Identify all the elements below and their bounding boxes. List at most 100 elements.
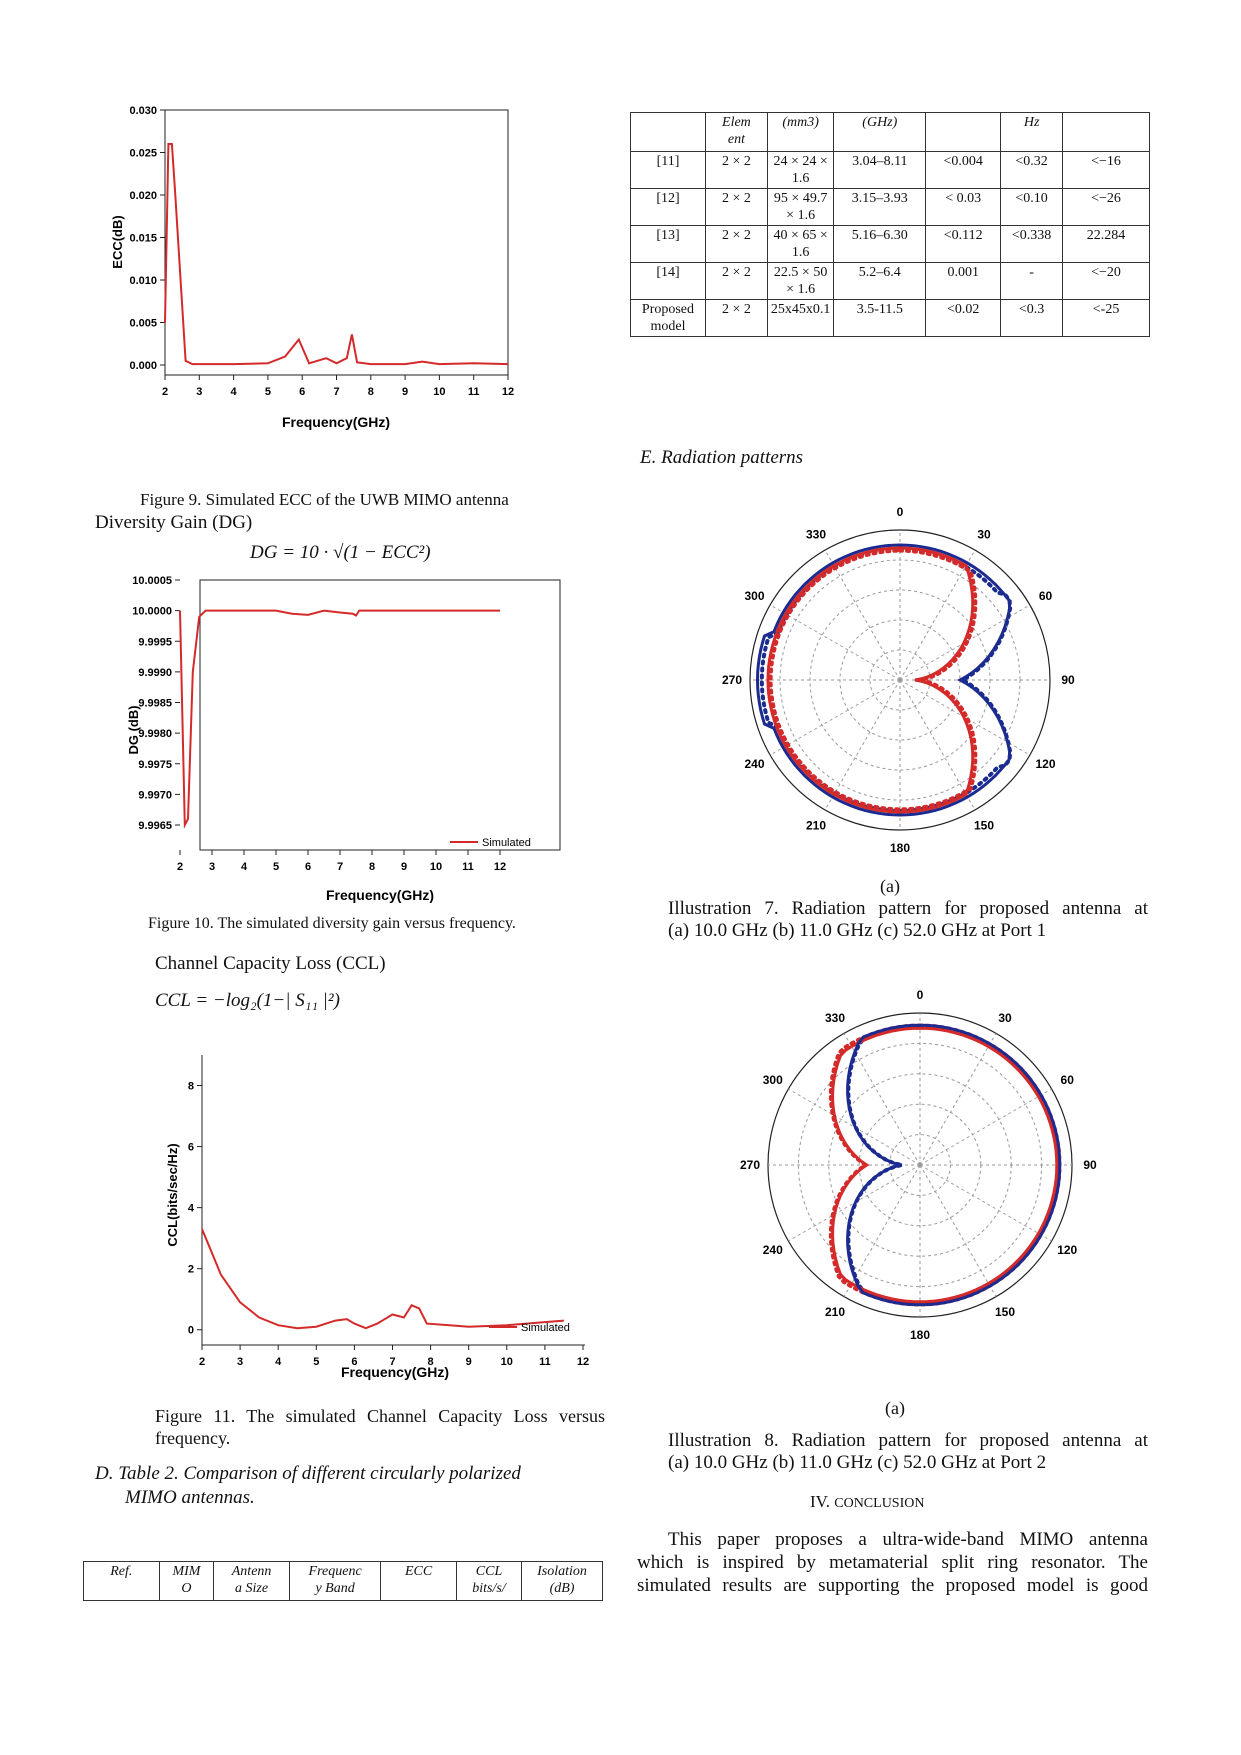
table-header-cell — [1062, 112, 1150, 152]
y-tick-label: 0.020 — [129, 190, 157, 202]
conclusion-heading: IV. CONCLUSION — [810, 1492, 925, 1511]
dg-y-tick-labels: 10.0005 10.0000 9.9995 9.9990 9.9985 9.9980 9.… — [132, 575, 180, 832]
x-tick-label: 7 — [337, 861, 343, 873]
radiation-pattern-port2: 0 30 60 90 120 150 180 210 240 270 300 330 — [740, 988, 1097, 1342]
ccl-series-line — [201, 1228, 564, 1330]
ccl-heading: Channel Capacity Loss (CCL) — [155, 953, 386, 974]
table-header-cell: (mm3) — [766, 112, 835, 152]
x-tick-label: 5 — [313, 1356, 319, 1368]
ecc-x-axis-label: Frequency(GHz) — [282, 414, 390, 430]
polar-angle-label: 0 — [897, 505, 904, 519]
illustration-8-sub: (a) — [885, 1398, 905, 1418]
dg-x-axis-label: Frequency(GHz) — [326, 887, 434, 903]
dg-formula: DG = 10 · √(1 − ECC²) — [250, 542, 431, 563]
port1-red-dotted-curve — [768, 548, 978, 812]
x-tick-label: 11 — [468, 386, 480, 398]
y-tick-label: 0.030 — [129, 105, 157, 117]
polar-angle-label: 150 — [995, 1305, 1015, 1319]
x-tick-label: 5 — [273, 861, 279, 873]
y-tick-label: 0 — [188, 1325, 194, 1337]
polar-angle-label: 330 — [825, 1011, 845, 1025]
polar-angle-label: 30 — [998, 1011, 1012, 1025]
illustration-7-caption-line2: (a) 10.0 GHz (b) 11.0 GHz (c) 52.0 GHz a… — [668, 920, 1047, 941]
x-tick-label: 9 — [402, 386, 408, 398]
polar2-grid — [767, 1012, 1073, 1318]
y-tick-label: 9.9985 — [138, 698, 172, 710]
ccl-legend-label: Simulated — [521, 1322, 570, 1334]
table-header-cell — [630, 112, 706, 152]
y-tick-label: 2 — [188, 1264, 194, 1276]
x-tick-label: 6 — [305, 861, 311, 873]
table-header-row: Ref. MIM O Antenn a Size Frequenc y Band EC… — [83, 1561, 603, 1601]
x-tick-label: 7 — [389, 1356, 395, 1368]
comparison-table-part1: Ref. MIM O Antenn a Size Frequenc y Band EC… — [83, 1561, 603, 1601]
illustration-8-caption-line1: Illustration 8. Radiation pattern for pr… — [668, 1430, 1148, 1451]
table-header-cell: Isolation (dB) — [521, 1561, 603, 1601]
section-e-title: E. Radiation patterns — [640, 447, 804, 468]
figure-10-caption: Figure 10. The simulated diversity gain … — [148, 915, 516, 932]
dg-x-tick-labels: 2 3 4 5 6 7 8 9 10 11 12 — [177, 850, 506, 873]
polar-angle-label: 180 — [890, 841, 910, 855]
ccl-x-axis-label: Frequency(GHz) — [341, 1364, 449, 1380]
x-tick-label: 11 — [462, 861, 474, 873]
ccl-formula: CCL = −log₂(1−| S₁₁ |²) — [155, 990, 340, 1011]
table-header-cell: Ref. — [83, 1561, 160, 1601]
polar-angle-label: 120 — [1057, 1243, 1077, 1257]
dg-y-axis-label: DG (dB) — [126, 705, 141, 754]
table-header-cell: ECC — [380, 1561, 457, 1601]
table-header-cell: Antenn a Size — [213, 1561, 290, 1601]
polar-angle-label: 60 — [1039, 589, 1053, 603]
port2-blue-solid-curve — [846, 1023, 1062, 1307]
y-tick-label: 8 — [188, 1081, 194, 1093]
polar-angle-label: 270 — [722, 673, 742, 687]
polar-angle-label: 0 — [917, 988, 924, 1002]
conclusion-line3: simulated results are supporting the pro… — [637, 1575, 1148, 1596]
y-tick-label: 9.9995 — [138, 636, 172, 648]
polar-angle-label: 270 — [740, 1158, 760, 1172]
port1-blue-solid-curve — [755, 543, 1012, 817]
port1-red-solid-curve — [766, 546, 975, 814]
x-tick-label: 4 — [275, 1356, 282, 1368]
figure-11-caption-text: Figure 11. The simulated Channel Capacit… — [155, 1406, 605, 1448]
polar-angle-label: 240 — [744, 757, 764, 771]
x-tick-label: 2 — [162, 386, 168, 398]
polar-spoke — [788, 1164, 921, 1242]
polar-spoke — [899, 679, 976, 811]
y-tick-label: 10.0005 — [132, 575, 172, 587]
table-row: [14] 2 × 2 22.5 × 50 × 1.6 5.2–6.4 0.001… — [630, 262, 1150, 300]
polar1-grid — [749, 529, 1051, 831]
y-tick-label: 9.9970 — [138, 789, 172, 801]
illustration-7-caption-line1: Illustration 7. Radiation pattern for pr… — [668, 898, 1148, 919]
polar-spoke — [919, 1164, 1052, 1242]
polar-outer-ring — [749, 529, 1051, 831]
x-tick-label: 12 — [577, 1356, 589, 1368]
table-header-continued: Elem ent (mm3) (GHz) Hz — [630, 112, 1150, 152]
ecc-y-axis-label: ECC(dB) — [110, 215, 125, 268]
ccl-y-axis-label: CCL(bits/sec/Hz) — [165, 1143, 180, 1246]
table-row: Proposed model 2 × 2 25x45x0.1 3.5-11.5 … — [630, 299, 1150, 337]
y-tick-label: 9.9980 — [138, 728, 172, 740]
figure-9-caption: Figure 9. Simulated ECC of the UWB MIMO … — [140, 490, 509, 509]
y-tick-label: 0.005 — [129, 318, 157, 330]
polar-spoke — [919, 1088, 1052, 1166]
dg-chart: 10.0005 10.0000 9.9995 9.9990 9.9985 9.9980 9.… — [126, 575, 561, 903]
illustration-7-sub: (a) — [880, 876, 900, 896]
y-tick-label: 9.9990 — [138, 667, 172, 679]
table-row: [11] 2 × 2 24 × 24 × 1.6 3.04–8.11 <0.00… — [630, 151, 1150, 189]
x-tick-label: 11 — [539, 1356, 551, 1368]
ecc-y-tick-labels: 0.030 0.025 0.020 0.015 0.010 0.005 0.000 — [129, 105, 165, 372]
polar-angle-label: 120 — [1035, 757, 1055, 771]
x-tick-label: 6 — [299, 386, 305, 398]
dg-legend-label: Simulated — [482, 837, 531, 849]
polar-angle-label: 60 — [1061, 1073, 1075, 1087]
polar-angle-label: 90 — [1061, 673, 1075, 687]
x-tick-label: 4 — [241, 861, 248, 873]
ecc-x-tick-labels: 2 3 4 5 6 7 8 9 10 11 12 — [162, 375, 514, 398]
ecc-chart: 0.030 0.025 0.020 0.015 0.010 0.005 0.000 2 3 4 5… — [110, 105, 514, 430]
y-tick-label: 0.015 — [129, 233, 157, 245]
table-row: [13] 2 × 2 40 × 65 × 1.6 5.16–6.30 <0.11… — [630, 225, 1150, 263]
table-header-cell: CCL bits/s/ — [455, 1561, 523, 1601]
y-tick-label: 10.0000 — [132, 606, 172, 618]
dg-heading: Diversity Gain (DG) — [95, 512, 253, 533]
